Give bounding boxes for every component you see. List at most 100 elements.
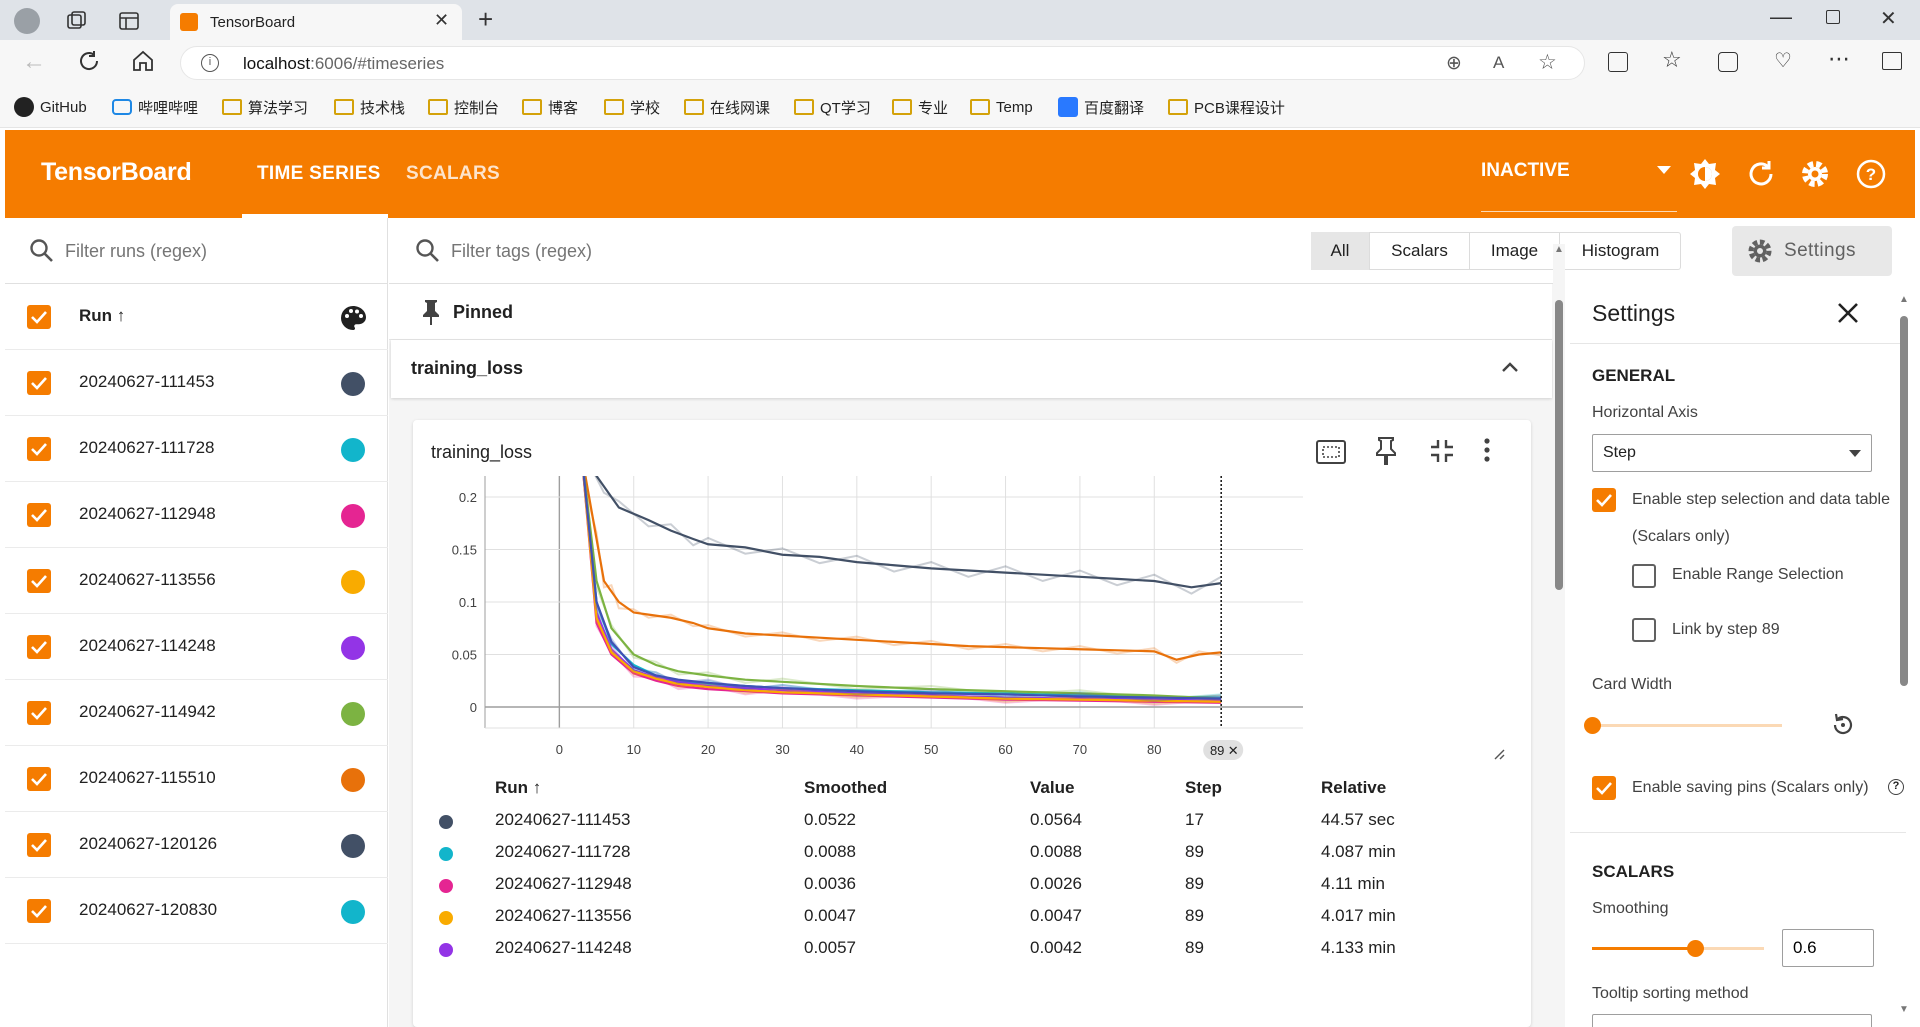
run-color-swatch[interactable] <box>341 504 365 528</box>
run-row[interactable]: 20240627-114248 <box>5 614 388 680</box>
run-checkbox[interactable] <box>27 503 51 527</box>
main-scrollbar[interactable]: ▲ <box>1553 244 1565 1027</box>
run-row[interactable]: 20240627-111453 <box>5 350 388 416</box>
zoom-icon[interactable]: ⊕ <box>1446 53 1462 74</box>
filter-pill-image[interactable]: Image <box>1469 232 1559 270</box>
bookmark-folder[interactable]: 技术栈 <box>334 96 405 118</box>
smoothing-input[interactable] <box>1782 929 1874 967</box>
reset-card-width-icon[interactable] <box>1830 712 1856 738</box>
run-column-header[interactable]: Run ↑ <box>79 306 126 325</box>
collapse-card-icon[interactable] <box>1429 438 1455 464</box>
bookmark-folder[interactable]: 学校 <box>604 96 660 118</box>
bookmark-folder[interactable]: 算法学习 <box>222 96 308 118</box>
bookmark-bilibili[interactable]: 哔哩哔哩 <box>112 96 198 118</box>
tab-time-series[interactable]: TIME SERIES <box>257 130 381 218</box>
card-width-slider-thumb[interactable] <box>1584 717 1601 734</box>
run-checkbox[interactable] <box>27 437 51 461</box>
close-settings-icon[interactable] <box>1836 301 1860 325</box>
run-row[interactable]: 20240627-113556 <box>5 548 388 614</box>
tab-actions-icon[interactable] <box>118 10 140 32</box>
sidebar-toggle-icon[interactable] <box>1882 52 1902 70</box>
restore-icon[interactable] <box>1826 10 1840 24</box>
run-checkbox[interactable] <box>27 767 51 791</box>
run-color-swatch[interactable] <box>341 768 365 792</box>
table-header-run[interactable]: Run ↑ <box>495 778 542 797</box>
runs-filter[interactable] <box>5 218 388 284</box>
collections-icon[interactable] <box>1718 52 1738 72</box>
run-checkbox[interactable] <box>27 371 51 395</box>
minimize-icon[interactable]: — <box>1770 4 1792 29</box>
plugin-selector[interactable]: INACTIVE <box>1481 130 1677 212</box>
profile-icon[interactable] <box>14 8 40 34</box>
bookmark-folder[interactable]: 博客 <box>522 96 578 118</box>
palette-icon[interactable] <box>339 304 367 332</box>
new-tab-icon[interactable]: + <box>478 4 494 34</box>
card-more-icon[interactable] <box>1483 436 1491 464</box>
bookmark-folder[interactable]: QT学习 <box>794 96 871 118</box>
run-row[interactable]: 20240627-112948 <box>5 482 388 548</box>
close-tab-icon[interactable]: ✕ <box>434 10 450 30</box>
run-checkbox[interactable] <box>27 569 51 593</box>
run-color-swatch[interactable] <box>341 900 365 924</box>
bookmark-folder[interactable]: 专业 <box>892 96 948 118</box>
settings-button[interactable]: Settings <box>1732 226 1892 276</box>
run-color-swatch[interactable] <box>341 372 365 396</box>
runs-filter-input[interactable] <box>65 236 365 266</box>
run-color-swatch[interactable] <box>341 834 365 858</box>
settings-scrollbar[interactable]: ▲ ▼ <box>1898 294 1910 1023</box>
url-field[interactable]: i localhost:6006/#timeseries ⊕ A ☆ <box>180 46 1585 80</box>
run-row[interactable]: 20240627-120126 <box>5 812 388 878</box>
scroll-up-icon[interactable]: ▲ <box>1554 244 1564 255</box>
browser-tab[interactable]: TensorBoard ✕ <box>170 4 462 40</box>
back-icon[interactable]: ← <box>22 48 46 75</box>
fit-domain-icon[interactable] <box>1315 438 1347 466</box>
run-row[interactable]: 20240627-115510 <box>5 746 388 812</box>
help-icon[interactable]: ? <box>1888 779 1904 795</box>
table-header-smoothed[interactable]: Smoothed <box>804 778 888 797</box>
run-row[interactable]: 20240627-114942 <box>5 680 388 746</box>
run-checkbox[interactable] <box>27 833 51 857</box>
run-color-swatch[interactable] <box>341 438 365 462</box>
enable-range-selection-checkbox[interactable] <box>1632 564 1656 588</box>
filter-pill-scalars[interactable]: Scalars <box>1369 232 1469 270</box>
split-screen-icon[interactable] <box>1608 52 1628 72</box>
smoothing-slider-thumb[interactable] <box>1687 940 1705 957</box>
bookmark-folder[interactable]: Temp <box>970 96 1033 118</box>
tooltip-sorting-select[interactable] <box>1592 1014 1872 1027</box>
enable-step-selection-checkbox[interactable] <box>1592 488 1616 512</box>
resize-handle-icon[interactable] <box>1493 748 1505 760</box>
run-checkbox[interactable] <box>27 635 51 659</box>
settings-scrollbar-thumb[interactable] <box>1900 316 1908 686</box>
filter-pill-histogram[interactable]: Histogram <box>1559 232 1681 270</box>
run-row[interactable]: 20240627-120830 <box>5 878 388 944</box>
pin-card-icon[interactable] <box>1375 436 1397 466</box>
card-width-slider-track[interactable] <box>1592 724 1782 727</box>
bookmark-translate[interactable]: 百度翻译 <box>1058 96 1144 118</box>
table-header-relative[interactable]: Relative <box>1321 778 1387 797</box>
group-header-training-loss[interactable]: training_loss <box>391 340 1552 398</box>
enable-saving-pins-checkbox[interactable] <box>1592 776 1616 800</box>
tab-scalars[interactable]: SCALARS <box>406 130 500 218</box>
scroll-up-icon[interactable]: ▲ <box>1899 294 1909 305</box>
bookmark-folder[interactable]: 在线网课 <box>684 96 770 118</box>
collapse-chevron-icon[interactable] <box>1501 360 1519 374</box>
line-chart[interactable]: 0 10 20 30 40 50 60 70 80 0 0.05 0.1 0.15 0.2 89 ✕ <box>413 470 1531 770</box>
run-checkbox[interactable] <box>27 899 51 923</box>
favorites-icon[interactable]: ☆ <box>1662 47 1682 72</box>
line-chart-area[interactable]: 0 10 20 30 40 50 60 70 80 0 0.05 0.1 0.15 0.2 89 ✕ <box>413 470 1531 770</box>
bookmark-folder[interactable]: PCB课程设计 <box>1168 96 1285 118</box>
table-header-value[interactable]: Value <box>1030 778 1075 797</box>
bookmark-github[interactable]: GitHub <box>14 96 87 118</box>
browser-essentials-icon[interactable]: ♡ <box>1774 50 1792 72</box>
dark-mode-icon[interactable] <box>1689 158 1721 190</box>
tags-filter-input[interactable] <box>451 236 951 266</box>
more-menu-icon[interactable]: ⋯ <box>1828 46 1850 71</box>
close-window-icon[interactable]: ✕ <box>1880 8 1897 30</box>
favorite-star-icon[interactable]: ☆ <box>1538 51 1557 74</box>
workspaces-icon[interactable] <box>66 10 88 32</box>
step-marker-close-icon[interactable]: ✕ <box>1228 743 1239 758</box>
scrollbar-thumb[interactable] <box>1555 300 1563 590</box>
run-color-swatch[interactable] <box>341 702 365 726</box>
read-aloud-icon[interactable]: A <box>1493 53 1505 72</box>
run-row[interactable]: 20240627-111728 <box>5 416 388 482</box>
